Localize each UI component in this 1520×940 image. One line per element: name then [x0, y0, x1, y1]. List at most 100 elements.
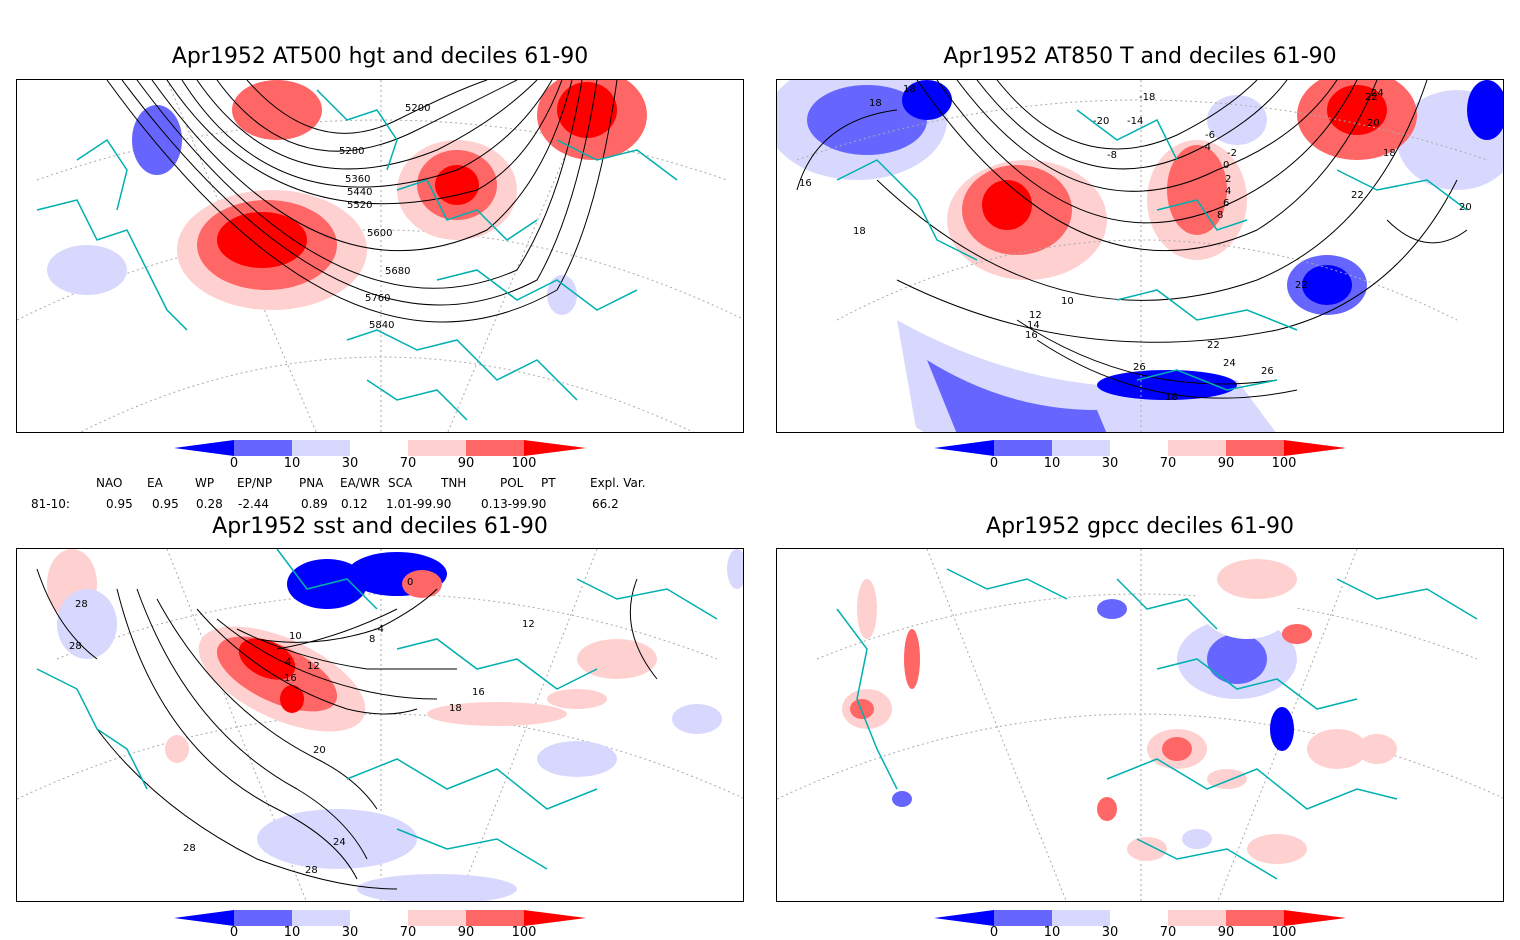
- contour-label: 28: [69, 641, 82, 652]
- contour-label: 5600: [367, 228, 392, 239]
- contour-label: 14: [1027, 320, 1040, 331]
- index-header: PT: [541, 476, 556, 490]
- colorbar-tick: 30: [1101, 925, 1119, 940]
- contour-label: 18: [449, 703, 462, 714]
- contour-label: -4: [1201, 142, 1211, 153]
- colorbar-tick: 0: [989, 456, 999, 471]
- contour-label: 18: [869, 98, 882, 109]
- contour-label: 28: [75, 599, 88, 610]
- colorbar-tick: 90: [457, 456, 475, 471]
- contour-label: 16: [799, 178, 812, 189]
- colorbar-tick: 70: [1159, 456, 1177, 471]
- index-header: SCA: [388, 476, 413, 490]
- colorbar-tick: 100: [511, 456, 537, 471]
- colorbar-tick: 90: [1217, 925, 1235, 940]
- contour-label: 6: [1223, 198, 1229, 209]
- index-value: 0.12: [341, 497, 368, 511]
- colorbar-top-right: [934, 440, 1346, 456]
- index-header: EP/NP: [237, 476, 273, 490]
- contour-label: 0: [407, 577, 413, 588]
- contour-label: 16: [284, 673, 297, 684]
- contour-label: 4: [1225, 186, 1231, 197]
- contour-label: 26: [1261, 366, 1274, 377]
- index-row-label: 81-10:: [31, 497, 70, 511]
- colorbar-tick: 90: [457, 925, 475, 940]
- contour-label: 8: [369, 634, 375, 645]
- panel-3-title: Apr1952 sst and deciles 61-90: [212, 514, 548, 539]
- contour-label: 16: [1025, 330, 1038, 341]
- contour-label: 22: [1295, 280, 1308, 291]
- contour-label: -20: [1093, 116, 1109, 127]
- colorbar-tick: 10: [1043, 456, 1061, 471]
- contour-label: -2: [1227, 148, 1237, 159]
- contour-label: 5440: [347, 187, 372, 198]
- contour-label: 24: [1223, 358, 1236, 369]
- panel-3-map: 28 28 0 10 -4 8 4 12 16 16 18 12 20 24 2…: [16, 548, 744, 902]
- colorbar-tick: 70: [399, 925, 417, 940]
- contour-label: 28: [305, 865, 318, 876]
- index-header: POL: [500, 476, 524, 490]
- colorbar-top-left: [174, 440, 586, 456]
- colorbar-tick: 100: [511, 925, 537, 940]
- contour-label: 4: [285, 657, 291, 668]
- panel-4-title: Apr1952 gpcc deciles 61-90: [986, 514, 1294, 539]
- index-header: EA: [147, 476, 163, 490]
- colorbar-bottom-right: [934, 910, 1346, 926]
- contour-label: 5680: [385, 266, 410, 277]
- contour-label: 20: [313, 745, 326, 756]
- index-header: PNA: [299, 476, 324, 490]
- colorbar-tick: 30: [341, 456, 359, 471]
- index-value: 0.95: [152, 497, 179, 511]
- contour-label: -8: [1107, 150, 1117, 161]
- contour-label: 5520: [347, 200, 372, 211]
- colorbar-tick: 30: [341, 925, 359, 940]
- index-value: 66.2: [592, 497, 619, 511]
- contour-label: 18: [1165, 392, 1178, 403]
- colorbar-tick: 10: [1043, 925, 1061, 940]
- panel-4-map: [776, 548, 1504, 902]
- index-header: TNH: [441, 476, 467, 490]
- contour-label: 22: [1207, 340, 1220, 351]
- contour-label: 20: [1459, 202, 1472, 213]
- colorbar-tick: 10: [283, 456, 301, 471]
- contour-label: -18: [1139, 92, 1155, 103]
- colorbar-tick: 90: [1217, 456, 1235, 471]
- index-header: NAO: [96, 476, 123, 490]
- contour-label: 18: [903, 84, 916, 95]
- contour-label: 12: [307, 661, 320, 672]
- contour-label: 0: [1223, 160, 1229, 171]
- index-value: 0.89: [301, 497, 328, 511]
- contour-label: 28: [183, 843, 196, 854]
- contour-label: 10: [1061, 296, 1074, 307]
- contour-label: 12: [1029, 310, 1042, 321]
- colorbar-tick: 0: [229, 925, 239, 940]
- contour-label: 5840: [369, 320, 394, 331]
- contour-label: 8: [1217, 210, 1223, 221]
- index-value: -2.44: [238, 497, 270, 511]
- colorbar-tick: 70: [399, 456, 417, 471]
- panel-2-title: Apr1952 AT850 T and deciles 61-90: [943, 44, 1337, 69]
- contour-label: 10: [289, 631, 302, 642]
- colorbar-tick: 70: [1159, 925, 1177, 940]
- index-value: 0.28: [196, 497, 223, 511]
- contour-label: 5760: [365, 293, 390, 304]
- contour-label: -6: [1205, 130, 1215, 141]
- panel-2-map: 18 18 16 18 -20 -18 -14 -8 -6 -4 -2 0 2 …: [776, 79, 1504, 433]
- colorbar-tick: 0: [229, 456, 239, 471]
- contour-label: 2: [1225, 174, 1231, 185]
- panel-1-title: Apr1952 AT500 hgt and deciles 61-90: [171, 44, 589, 69]
- panel-1-map: 5200 5280 5360 5440 5520 5600 5680 5760 …: [16, 79, 744, 433]
- contour-label: 22: [1365, 92, 1378, 103]
- contour-label: 24: [1371, 88, 1384, 99]
- contour-label: 18: [853, 226, 866, 237]
- contour-label: 12: [522, 619, 535, 630]
- contour-label: 5200: [405, 103, 430, 114]
- colorbar-tick: 0: [989, 925, 999, 940]
- contour-label: 20: [1367, 118, 1380, 129]
- contour-label: -14: [1127, 116, 1143, 127]
- contour-label: 16: [472, 687, 485, 698]
- contour-label: -4: [374, 624, 384, 635]
- index-header: WP: [195, 476, 215, 490]
- contour-label: 22: [1351, 190, 1364, 201]
- colorbar-tick: 30: [1101, 456, 1119, 471]
